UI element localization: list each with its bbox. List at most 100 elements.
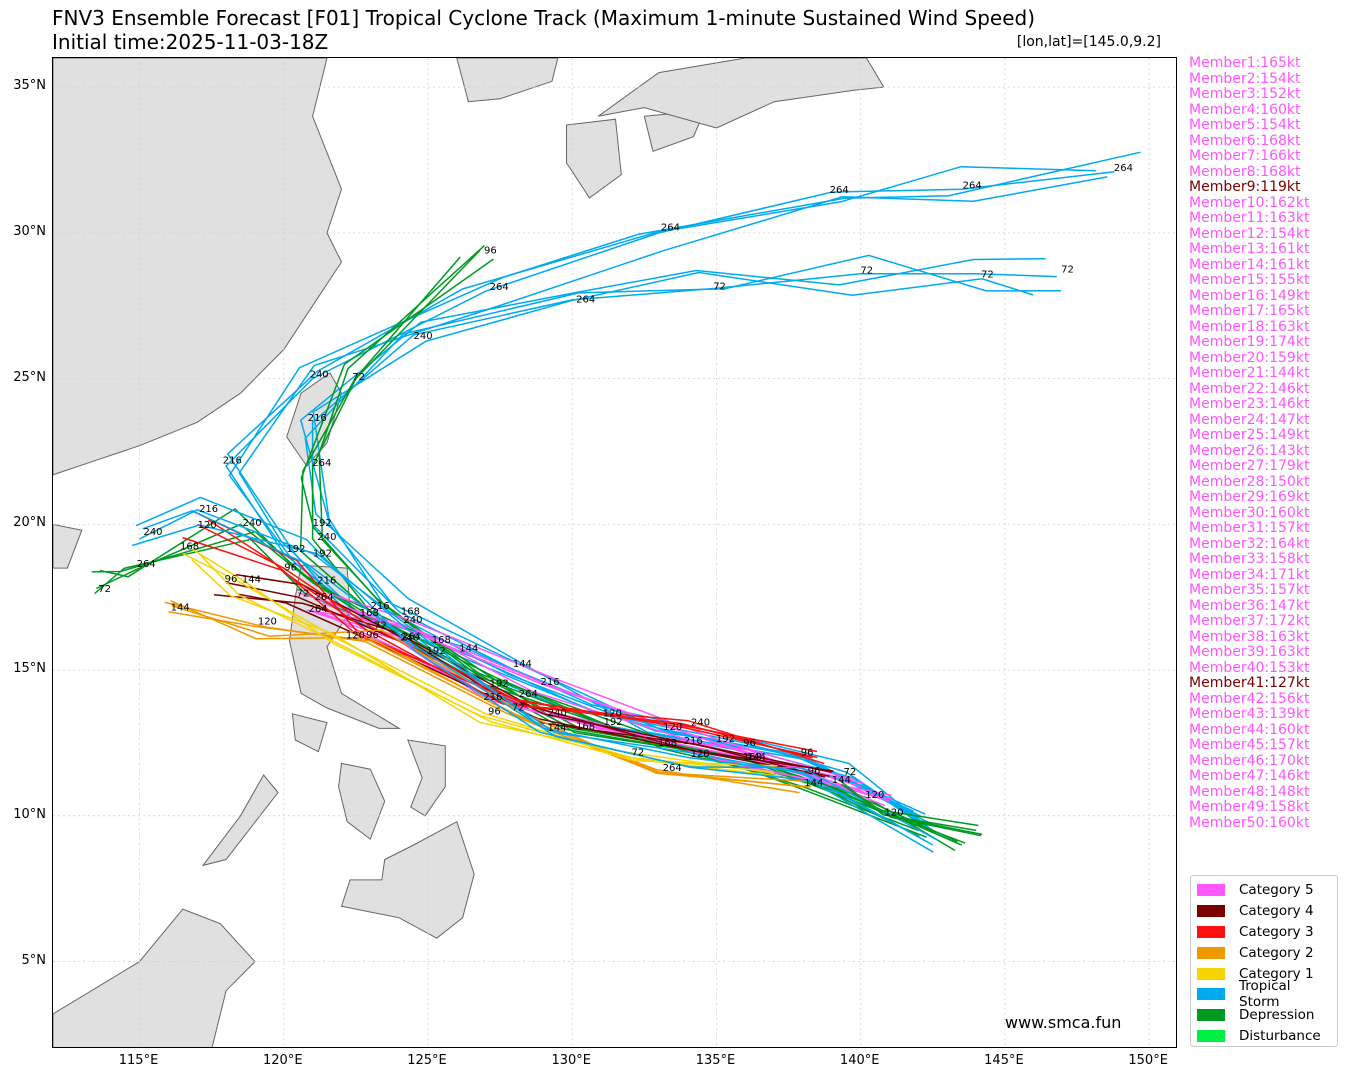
longitude-label: 145°E <box>984 1053 1024 1068</box>
legend-item: Category 3 <box>1197 922 1331 943</box>
forecast-hour-label: 240 <box>403 615 422 626</box>
legend-label: Category 1 <box>1239 965 1314 982</box>
track-map[interactable]: 72 96 120 144 168 192 216 240 264 264 264 264 264 96 1… <box>52 57 1177 1048</box>
forecast-hour-label: 72 <box>98 584 111 595</box>
member-intensity-item: Member12:154kt <box>1189 225 1310 242</box>
track-line <box>190 547 782 778</box>
forecast-hour-label: 144 <box>513 659 532 670</box>
forecast-hour-label: 144 <box>548 723 567 734</box>
member-intensity-item: Member24:147kt <box>1189 411 1310 428</box>
forecast-hour-label: 192 <box>427 646 446 657</box>
legend-label: Tropical Storm <box>1239 978 1291 1011</box>
member-intensity-item: Member22:146kt <box>1189 380 1310 397</box>
forecast-hour-label: 192 <box>286 544 305 555</box>
legend-item: Disturbance <box>1197 1026 1331 1047</box>
member-intensity-item: Member30:160kt <box>1189 504 1310 521</box>
member-intensity-item: Member18:163kt <box>1189 318 1310 335</box>
category-legend: Category 5 Category 4 Category 3 Category 2… <box>1190 875 1338 1047</box>
forecast-hour-label: 240 <box>548 708 567 719</box>
member-intensity-item: Member44:160kt <box>1189 721 1310 738</box>
forecast-hour-label: 72 <box>981 269 994 280</box>
forecast-hour-label: 264 <box>1114 163 1133 174</box>
forecast-hour-label: 240 <box>414 331 433 342</box>
latitude-label: 35°N <box>13 78 46 94</box>
track-line <box>327 592 855 781</box>
legend-label: Category 5 <box>1239 882 1314 899</box>
longitude-label: 150°E <box>1128 1053 1168 1068</box>
forecast-hour-label: 144 <box>832 775 851 786</box>
legend-item: Category 2 <box>1197 942 1331 963</box>
samar-leyte-land <box>407 739 446 817</box>
member-intensity-item: Member23:146kt <box>1189 396 1310 412</box>
track-line <box>821 782 979 827</box>
legend-item: Depression <box>1197 1005 1331 1026</box>
forecast-hour-label: 168 <box>180 542 199 553</box>
forecast-hour-label: 264 <box>309 604 328 615</box>
forecast-hour-label: 72 <box>860 266 873 277</box>
forecast-hour-label: 216 <box>199 504 218 515</box>
track-line <box>182 552 775 773</box>
legend-swatch <box>1197 905 1225 918</box>
forecast-hour-label: 240 <box>691 717 710 728</box>
longitude-label: 120°E <box>263 1053 303 1068</box>
forecast-hour-label: 120 <box>346 631 365 642</box>
forecast-hour-label: 96 <box>225 574 238 585</box>
track-line <box>142 509 939 841</box>
forecast-hour-label: 144 <box>242 574 261 585</box>
track-line <box>191 510 825 765</box>
track-line <box>312 271 1034 818</box>
forecast-hour-label: 96 <box>808 766 821 777</box>
website-watermark: www.smca.fun <box>1005 1013 1122 1032</box>
latitude-label: 25°N <box>13 369 46 385</box>
forecast-hour-label: 168 <box>432 635 451 646</box>
forecast-hour-label: 96 <box>488 707 501 718</box>
latitude-label: 30°N <box>13 223 46 239</box>
forecast-hour-label: 264 <box>963 181 982 192</box>
member-intensity-item: Member34:171kt <box>1189 566 1310 583</box>
forecast-hour-label: 144 <box>171 603 190 614</box>
member-intensity-item: Member42:156kt <box>1189 690 1310 707</box>
forecast-hour-label: 120 <box>865 790 884 801</box>
track-line <box>304 254 1061 813</box>
forecast-hour-label: 216 <box>684 736 703 747</box>
track-line <box>297 591 864 793</box>
forecast-hour-label: 96 <box>801 748 814 759</box>
member-intensity-item: Member46:170kt <box>1189 752 1310 769</box>
longitude-label: 130°E <box>551 1053 591 1068</box>
member-intensity-item: Member27:179kt <box>1189 458 1310 474</box>
forecast-hour-label: 216 <box>483 692 502 703</box>
legend-label: Category 3 <box>1239 923 1314 940</box>
forecast-hour-label: 240 <box>317 532 336 543</box>
forecast-hour-label: 264 <box>312 458 331 469</box>
forecast-hour-label: 168 <box>743 752 762 763</box>
forecast-hour-label: 264 <box>137 559 156 570</box>
legend-label: Disturbance <box>1239 1027 1321 1044</box>
forecast-hour-label: 144 <box>459 644 478 655</box>
member-intensity-list: Member1:165kt Member2:154kt Member3:152kt M… <box>1189 55 1349 831</box>
forecast-hour-label: 216 <box>223 455 242 466</box>
forecast-hour-label: 120 <box>258 617 277 628</box>
track-line <box>198 552 778 767</box>
forecast-hour-label: 144 <box>804 778 823 789</box>
member-intensity-item: Member7:166kt <box>1189 148 1301 164</box>
legend-item: Tropical Storm <box>1197 978 1331 1010</box>
member-intensity-item: Member26:143kt <box>1189 442 1310 459</box>
forecast-hour-label: 72 <box>512 702 525 713</box>
forecast-hour-label: 240 <box>143 527 162 538</box>
japan-kyushu-land <box>566 118 622 199</box>
forecast-hour-label: 120 <box>198 520 217 531</box>
track-line <box>299 257 1046 815</box>
forecast-hour-label: 264 <box>315 592 334 603</box>
forecast-hour-label: 144 <box>747 752 766 763</box>
forecast-hour-label: 120 <box>603 709 622 720</box>
legend-swatch <box>1197 884 1225 897</box>
member-intensity-item: Member5:154kt <box>1189 117 1301 133</box>
forecast-hour-label: 264 <box>519 689 538 700</box>
longitude-label: 135°E <box>695 1053 736 1068</box>
latitude-label: 5°N <box>21 952 47 968</box>
track-line <box>838 779 983 836</box>
member-intensity-item: Member20:159kt <box>1189 349 1310 366</box>
track-line <box>213 593 830 777</box>
